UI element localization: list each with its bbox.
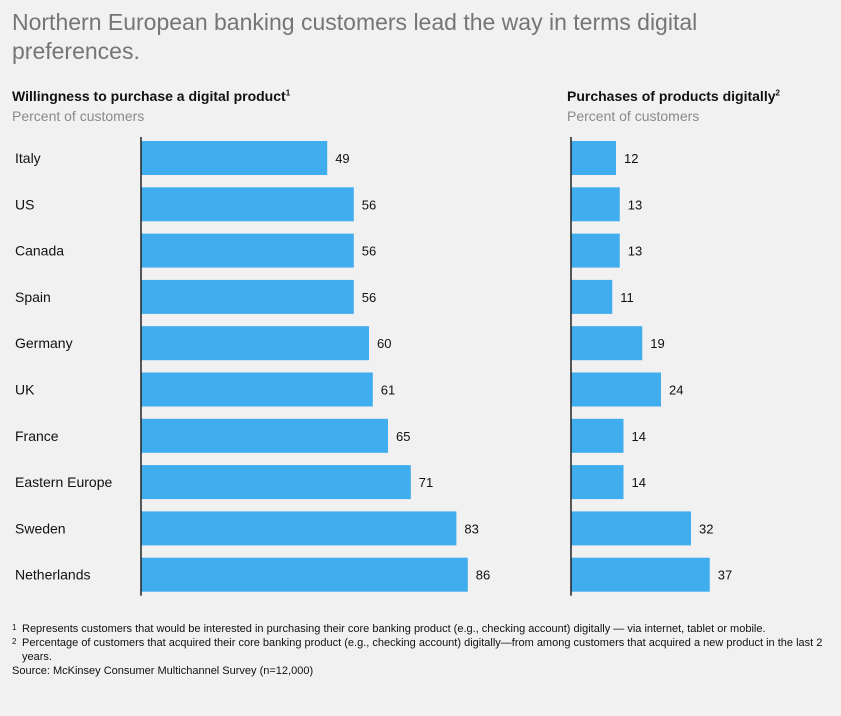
value-label-willingness-0: 49 (335, 151, 349, 166)
value-label-willingness-2: 56 (362, 244, 376, 259)
footnote-2-text: Percentage of customers that acquired th… (22, 637, 823, 663)
value-label-purchases-9: 37 (718, 568, 732, 583)
bar-willingness-0 (141, 141, 328, 175)
left-panel-title-footnote-mark: 1 (285, 88, 291, 98)
bar-purchases-6 (571, 418, 624, 453)
right-panel-subtitle: Percent of customers (567, 108, 700, 124)
bar-willingness-6 (141, 418, 388, 453)
bar-willingness-7 (141, 465, 411, 500)
value-label-willingness-9: 86 (476, 568, 490, 583)
footnotes: 1 Represents customers that would be int… (12, 622, 827, 678)
bar-purchases-3 (571, 279, 613, 314)
category-label-8: Sweden (15, 520, 66, 536)
category-label-1: US (15, 196, 34, 212)
bar-willingness-9 (141, 557, 468, 592)
value-label-willingness-5: 61 (381, 383, 395, 398)
source-note: Source: McKinsey Consumer Multichannel S… (12, 665, 314, 677)
value-label-purchases-3: 11 (620, 290, 634, 305)
category-label-6: France (15, 428, 59, 444)
footnote-1-text: Represents customers that would be inter… (22, 623, 766, 635)
bar-willingness-8 (141, 511, 457, 546)
bar-purchases-9 (571, 557, 710, 592)
value-label-willingness-3: 56 (362, 290, 376, 305)
category-label-2: Canada (15, 243, 64, 259)
left-panel-subtitle: Percent of customers (12, 108, 145, 124)
right-panel-title-text: Purchases of products digitally (567, 88, 776, 104)
bar-purchases-8 (571, 511, 691, 546)
value-label-purchases-6: 14 (632, 429, 646, 444)
left-panel-title-text: Willingness to purchase a digital produc… (12, 88, 286, 104)
bar-purchases-4 (571, 326, 643, 361)
bar-willingness-4 (141, 326, 369, 361)
value-label-purchases-4: 19 (650, 336, 664, 351)
chart-title: Northern European banking customers lead… (12, 9, 698, 64)
bar-willingness-2 (141, 233, 354, 268)
category-label-0: Italy (15, 150, 41, 166)
category-label-7: Eastern Europe (15, 474, 112, 490)
left-panel-title: Willingness to purchase a digital produc… (12, 88, 290, 104)
footnote-2: 2 Percentage of customers that acquired … (12, 636, 827, 664)
right-panel-title: Purchases of products digitally2 (567, 88, 780, 104)
category-label-5: UK (15, 382, 35, 398)
value-label-purchases-0: 12 (624, 151, 638, 166)
bar-purchases-1 (571, 187, 620, 222)
value-label-purchases-8: 32 (699, 521, 713, 536)
footnote-1: 1 Represents customers that would be int… (12, 622, 827, 636)
value-label-willingness-6: 65 (396, 429, 410, 444)
footnote-1-mark: 1 (12, 623, 17, 632)
bar-purchases-5 (571, 372, 661, 407)
value-label-purchases-5: 24 (669, 383, 683, 398)
bar-purchases-7 (571, 465, 624, 500)
value-label-willingness-8: 83 (464, 521, 478, 536)
value-label-willingness-1: 56 (362, 197, 376, 212)
value-label-willingness-7: 71 (419, 475, 433, 490)
footnote-2-mark: 2 (12, 637, 17, 646)
category-label-9: Netherlands (15, 567, 91, 583)
category-label-4: Germany (15, 335, 73, 351)
bar-purchases-2 (571, 233, 620, 268)
right-panel-title-footnote-mark: 2 (775, 88, 780, 98)
bar-purchases-0 (571, 141, 616, 175)
category-label-3: Spain (15, 289, 51, 305)
value-label-willingness-4: 60 (377, 336, 391, 351)
value-label-purchases-2: 13 (628, 244, 642, 259)
bar-willingness-1 (141, 187, 354, 222)
bar-willingness-3 (141, 279, 354, 314)
bar-willingness-5 (141, 372, 373, 407)
value-label-purchases-7: 14 (632, 475, 646, 490)
value-label-purchases-1: 13 (628, 197, 642, 212)
